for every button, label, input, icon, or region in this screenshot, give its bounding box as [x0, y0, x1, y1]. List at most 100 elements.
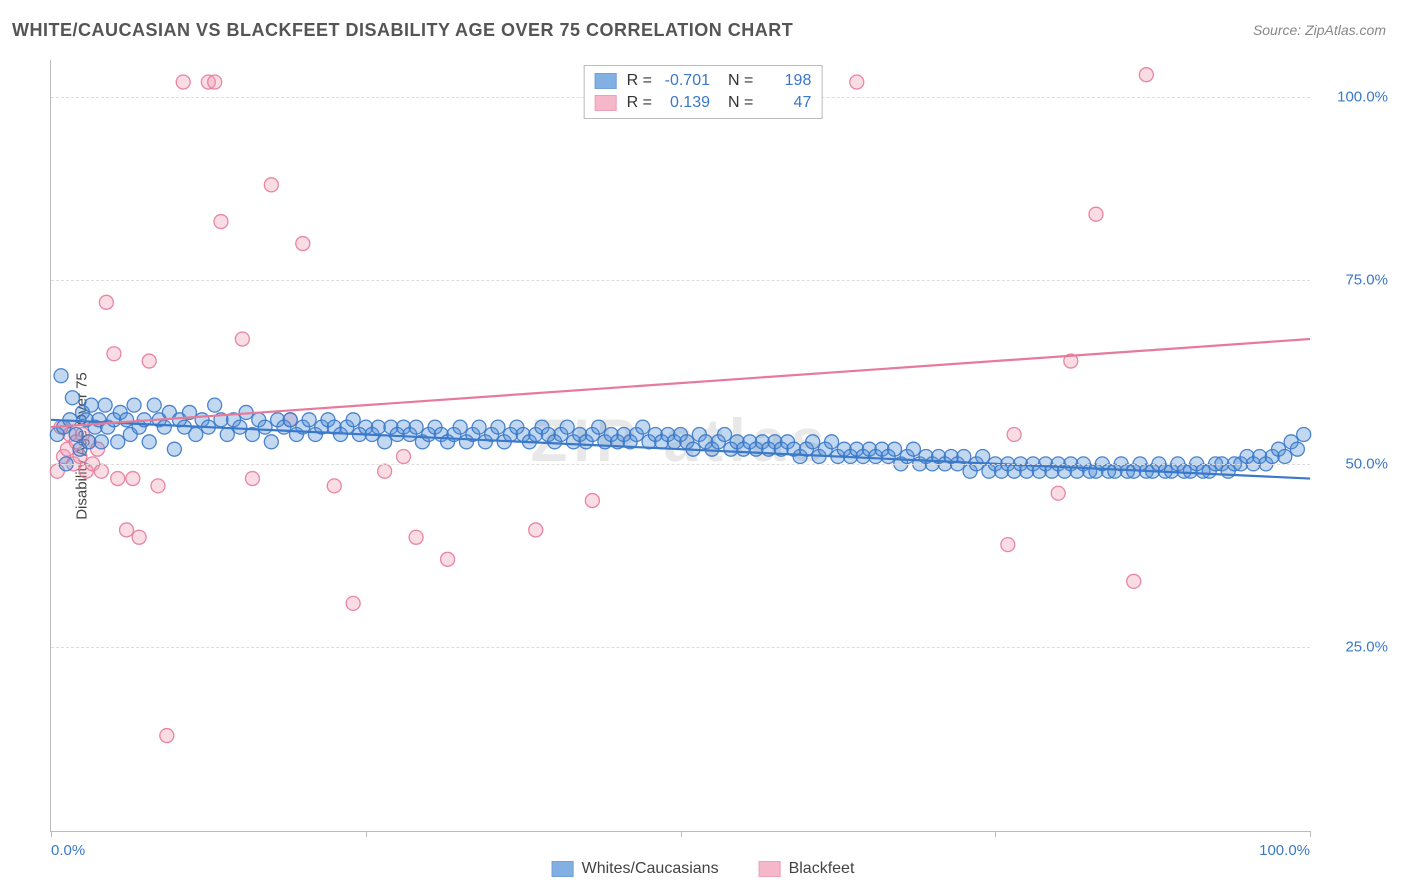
data-point: [409, 420, 423, 434]
stat-legend: R = -0.701 N = 198 R = 0.139 N = 47: [584, 65, 823, 119]
legend-swatch: [759, 861, 781, 877]
data-point: [157, 420, 171, 434]
data-point: [99, 295, 113, 309]
chart-title: WHITE/CAUCASIAN VS BLACKFEET DISABILITY …: [12, 20, 793, 41]
data-point: [142, 354, 156, 368]
x-tick: [681, 831, 682, 837]
stat-r-value: 0.139: [662, 94, 710, 112]
data-point: [585, 494, 599, 508]
data-point: [327, 479, 341, 493]
legend-label: Whites/Caucasians: [582, 860, 719, 878]
data-point: [346, 413, 360, 427]
y-tick-label: 75.0%: [1345, 272, 1388, 289]
gridline-h: [51, 464, 1310, 465]
data-point: [111, 435, 125, 449]
data-point: [120, 413, 134, 427]
legend-item: Whites/Caucasians: [552, 860, 719, 878]
plot-svg: [51, 60, 1310, 831]
data-point: [1127, 574, 1141, 588]
trend-line: [51, 339, 1310, 427]
data-point: [264, 435, 278, 449]
x-tick: [995, 831, 996, 837]
data-point: [107, 347, 121, 361]
y-tick-label: 25.0%: [1345, 639, 1388, 656]
y-tick-label: 100.0%: [1337, 88, 1388, 105]
data-point: [906, 442, 920, 456]
stat-n-value: 47: [763, 94, 811, 112]
data-point: [65, 391, 79, 405]
data-point: [142, 435, 156, 449]
data-point: [160, 729, 174, 743]
stat-n-label: N =: [728, 94, 753, 112]
stat-r-label: R =: [627, 72, 652, 90]
data-point: [1297, 427, 1311, 441]
data-point: [54, 369, 68, 383]
data-point: [208, 398, 222, 412]
data-point: [147, 398, 161, 412]
data-point: [245, 472, 259, 486]
data-point: [1089, 207, 1103, 221]
data-point: [850, 75, 864, 89]
data-point: [176, 75, 190, 89]
data-point: [976, 450, 990, 464]
data-point: [84, 398, 98, 412]
data-point: [441, 552, 455, 566]
data-point: [1278, 450, 1292, 464]
source-attribution: Source: ZipAtlas.com: [1253, 22, 1386, 38]
data-point: [283, 413, 297, 427]
data-point: [132, 530, 146, 544]
data-point: [94, 435, 108, 449]
gridline-h: [51, 280, 1310, 281]
x-tick-label: 0.0%: [51, 842, 85, 859]
data-point: [214, 215, 228, 229]
series-legend: Whites/Caucasians Blackfeet: [552, 860, 855, 878]
data-point: [264, 178, 278, 192]
data-point: [825, 435, 839, 449]
data-point: [592, 420, 606, 434]
y-tick-label: 50.0%: [1345, 455, 1388, 472]
data-point: [1007, 427, 1021, 441]
data-point: [636, 420, 650, 434]
data-point: [151, 479, 165, 493]
gridline-h: [51, 647, 1310, 648]
x-tick-label: 100.0%: [1259, 842, 1310, 859]
data-point: [491, 420, 505, 434]
data-point: [1051, 486, 1065, 500]
stat-legend-row: R = -0.701 N = 198: [595, 70, 812, 92]
legend-label: Blackfeet: [789, 860, 855, 878]
x-tick: [51, 831, 52, 837]
data-point: [69, 427, 83, 441]
legend-swatch: [595, 73, 617, 89]
data-point: [560, 420, 574, 434]
x-tick: [366, 831, 367, 837]
data-point: [529, 523, 543, 537]
stat-n-value: 198: [763, 72, 811, 90]
data-point: [453, 420, 467, 434]
data-point: [397, 450, 411, 464]
stat-legend-row: R = 0.139 N = 47: [595, 92, 812, 114]
data-point: [235, 332, 249, 346]
stat-r-label: R =: [627, 94, 652, 112]
chart-container: { "title": "WHITE/CAUCASIAN VS BLACKFEET…: [0, 0, 1406, 892]
data-point: [120, 523, 134, 537]
data-point: [82, 435, 96, 449]
data-point: [296, 237, 310, 251]
legend-swatch: [595, 95, 617, 111]
legend-swatch: [552, 861, 574, 877]
data-point: [378, 435, 392, 449]
data-point: [94, 464, 108, 478]
data-point: [378, 464, 392, 478]
data-point: [127, 398, 141, 412]
data-point: [208, 75, 222, 89]
x-tick: [1310, 831, 1311, 837]
data-point: [302, 413, 316, 427]
stat-r-value: -0.701: [662, 72, 710, 90]
stat-n-label: N =: [728, 72, 753, 90]
data-point: [126, 472, 140, 486]
legend-item: Blackfeet: [759, 860, 855, 878]
data-point: [189, 427, 203, 441]
data-point: [888, 442, 902, 456]
data-point: [346, 596, 360, 610]
data-point: [220, 427, 234, 441]
data-point: [111, 472, 125, 486]
